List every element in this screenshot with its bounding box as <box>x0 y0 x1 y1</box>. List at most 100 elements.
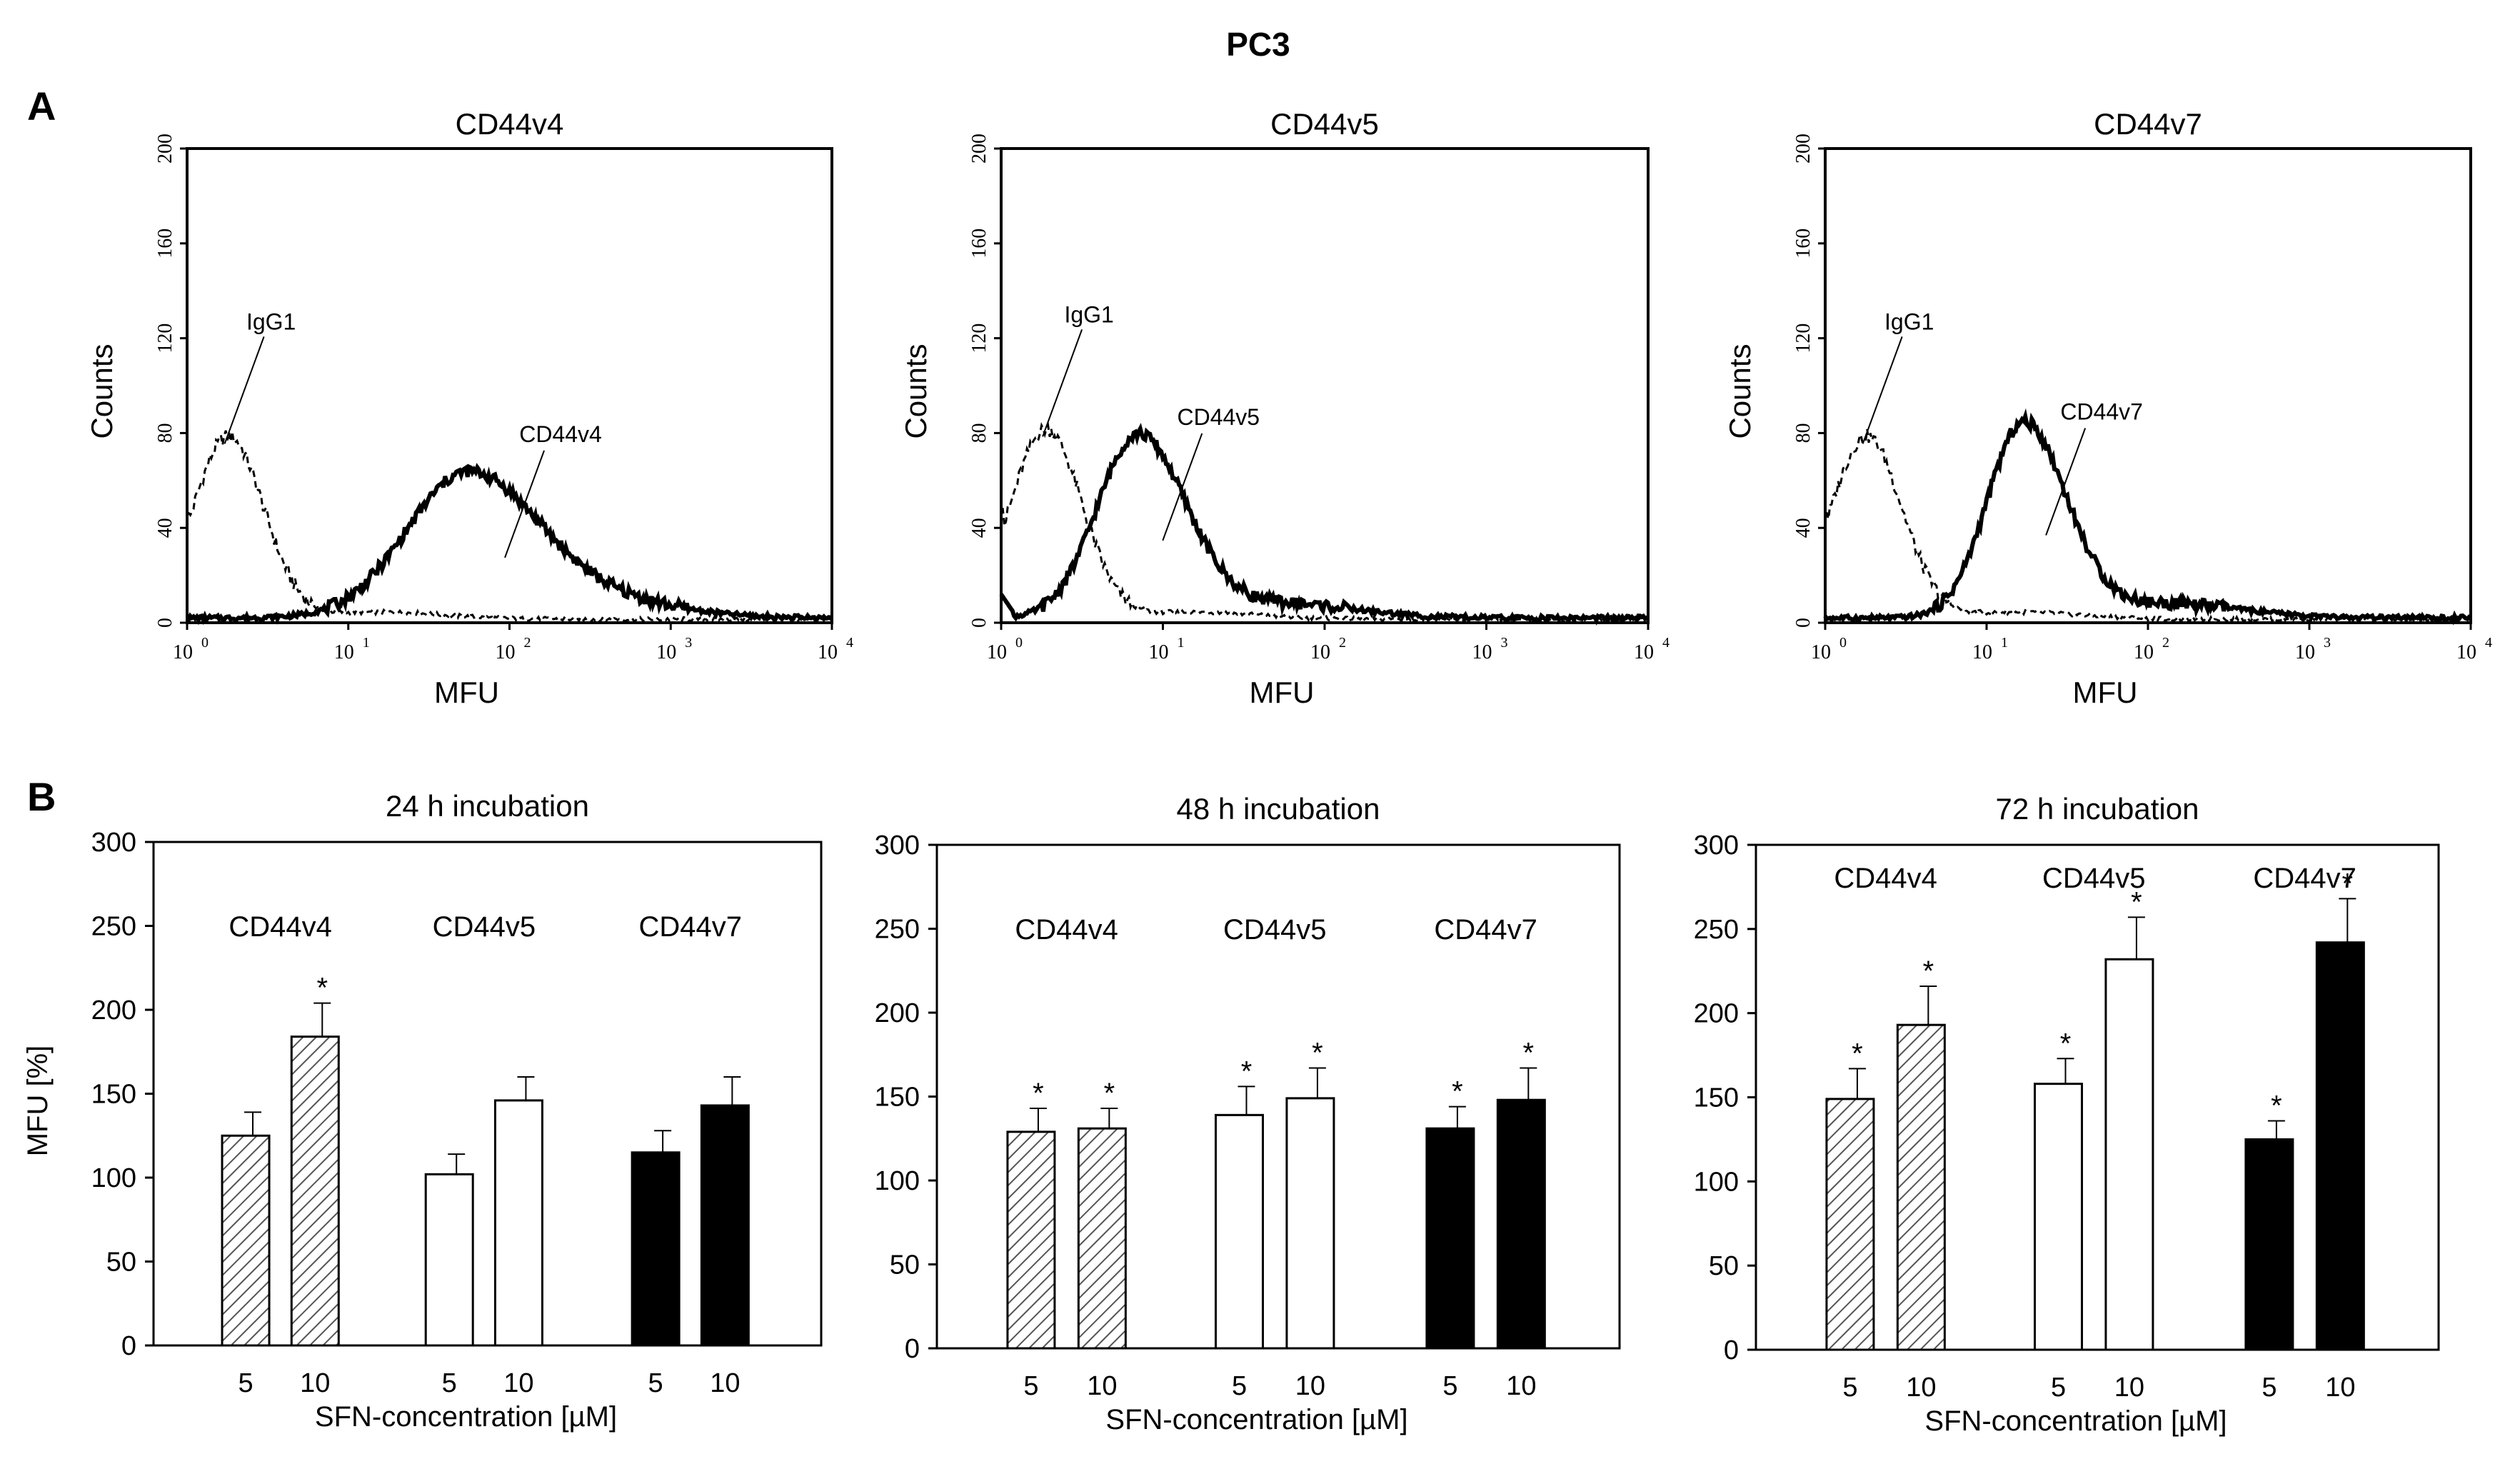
x-axis-label: SFN-concentration [µM] <box>315 1401 617 1433</box>
histogram-panel-cd44v4: CD44v4 0 40 80 120 160 200 10 0 10 1 10 2 10 3 10 4 MFU Co… <box>85 107 853 709</box>
marker-histogram-curve <box>1823 408 2472 626</box>
significance-star: * <box>316 973 328 1004</box>
isotype-label-leader <box>1042 329 1083 437</box>
histogram-panel-cd44v7: CD44v7 0 40 80 120 160 200 10 0 10 1 10 2 10 3 10 4 MFU Co… <box>1723 107 2492 709</box>
concentration-label: 10 <box>503 1368 533 1398</box>
significance-star: * <box>1033 1078 1044 1109</box>
y-axis-label: Counts <box>899 344 933 438</box>
y-tick-label: 0 <box>1792 618 1814 628</box>
significance-star: * <box>1923 956 1934 987</box>
x-tick-exponent: 0 <box>201 635 209 651</box>
bar-cd44v7-10 <box>1496 1098 1546 1350</box>
group-label-cd44v4: CD44v4 <box>1834 863 1937 894</box>
concentration-label: 5 <box>1442 1371 1457 1401</box>
y-tick-label: 200 <box>1694 999 1739 1029</box>
isotype-histogram-curve <box>1001 422 1650 624</box>
bar-cd44v4-10 <box>290 1036 340 1347</box>
group-label-cd44v7: CD44v7 <box>638 911 742 943</box>
x-tick-exponent: 1 <box>2001 635 2008 651</box>
x-tick-base: 10 <box>1310 641 1330 663</box>
bar-chart-2: 48 h incubation 0 50 100 150 200 250 300 SFN-con… <box>875 792 1621 1435</box>
bar-chart-1: 24 h incubation 0 50 100 150 200 250 300 MFU [%]… <box>22 789 823 1433</box>
x-tick-base: 10 <box>2456 641 2476 663</box>
y-tick-label: 80 <box>968 423 990 443</box>
y-tick-label: 120 <box>968 324 990 354</box>
x-tick-exponent: 1 <box>363 635 370 651</box>
y-tick-label: 100 <box>875 1166 920 1196</box>
x-tick-exponent: 3 <box>685 635 692 651</box>
bar-cd44v5-5 <box>424 1173 474 1347</box>
concentration-label: 10 <box>1087 1371 1117 1401</box>
x-tick-exponent: 4 <box>2485 635 2492 651</box>
y-tick-label: 160 <box>968 229 990 259</box>
histogram-title: CD44v4 <box>456 107 564 141</box>
concentration-label: 5 <box>1023 1371 1038 1401</box>
significance-star: * <box>2271 1090 2282 1121</box>
group-label-cd44v4: CD44v4 <box>229 911 332 943</box>
x-tick-base: 10 <box>1149 641 1169 663</box>
group-label-cd44v5: CD44v5 <box>2042 863 2146 894</box>
significance-star: * <box>1241 1056 1253 1087</box>
isotype-label: IgG1 <box>246 309 296 334</box>
x-tick-exponent: 2 <box>524 635 531 651</box>
y-tick-label: 40 <box>1792 518 1814 538</box>
y-tick-label: 50 <box>890 1250 920 1280</box>
bar-chart-title: 24 h incubation <box>386 789 589 823</box>
y-tick-label: 300 <box>875 831 920 861</box>
bar-cd44v4-10 <box>1896 1023 1946 1351</box>
bar-cd44v4-5 <box>1006 1130 1056 1350</box>
y-tick-label: 150 <box>875 1083 920 1113</box>
significance-star: * <box>2342 868 2354 899</box>
x-tick-base: 10 <box>656 641 676 663</box>
x-tick-base: 10 <box>173 641 193 663</box>
y-tick-label: 250 <box>875 915 920 945</box>
significance-star: * <box>1104 1078 1115 1109</box>
y-tick-label: 250 <box>1694 915 1739 945</box>
concentration-label: 10 <box>1506 1371 1536 1401</box>
bar-chart-title: 48 h incubation <box>1177 792 1380 826</box>
y-tick-label: 80 <box>1792 423 1814 443</box>
y-tick-label: 80 <box>154 423 176 443</box>
y-tick-label: 50 <box>1709 1251 1739 1281</box>
isotype-label: IgG1 <box>1884 309 1934 334</box>
y-tick-label: 0 <box>1724 1335 1739 1365</box>
histogram-title: CD44v7 <box>2094 107 2202 141</box>
group-label-cd44v5: CD44v5 <box>433 911 536 943</box>
bar-cd44v4-5 <box>1825 1098 1875 1351</box>
histogram-panel-cd44v5: CD44v5 0 40 80 120 160 200 10 0 10 1 10 2 10 3 10 4 MFU Co… <box>899 107 1670 709</box>
group-label-cd44v4: CD44v4 <box>1015 914 1118 946</box>
x-tick-exponent: 2 <box>2162 635 2169 651</box>
y-tick-label: 40 <box>154 518 176 538</box>
y-tick-label: 160 <box>154 229 176 259</box>
isotype-histogram-curve <box>187 430 833 623</box>
x-axis-label: SFN-concentration [µM] <box>1924 1405 2227 1437</box>
group-label-cd44v7: CD44v7 <box>1434 914 1537 946</box>
marker-label: CD44v4 <box>519 421 602 447</box>
y-tick-label: 100 <box>91 1163 136 1193</box>
y-tick-label: 120 <box>1792 324 1814 354</box>
x-tick-base: 10 <box>987 641 1007 663</box>
x-tick-exponent: 0 <box>1015 635 1023 651</box>
y-tick-label: 0 <box>154 618 176 628</box>
panel-b-letter: B <box>27 774 56 819</box>
y-tick-label: 0 <box>905 1334 920 1364</box>
y-tick-label: 150 <box>91 1080 136 1110</box>
concentration-label: 10 <box>300 1368 330 1398</box>
significance-star: * <box>1523 1038 1535 1069</box>
y-axis-label: Counts <box>85 344 119 438</box>
histogram-frame <box>1824 147 2472 624</box>
x-tick-base: 10 <box>334 641 354 663</box>
x-tick-exponent: 3 <box>1501 635 1508 651</box>
isotype-label-leader <box>224 336 265 444</box>
bar-cd44v5-5 <box>2034 1083 2084 1351</box>
y-tick-label: 300 <box>1694 831 1739 861</box>
concentration-label: 10 <box>1906 1373 1936 1403</box>
marker-label-leader <box>2045 428 2087 536</box>
panel-a-letter: A <box>27 84 56 129</box>
isotype-histogram-curve <box>1825 428 2472 624</box>
concentration-label: 10 <box>1295 1371 1325 1401</box>
marker-histogram-curve <box>999 423 1649 626</box>
bar-cd44v5-10 <box>1285 1097 1335 1350</box>
marker-label-leader <box>1162 433 1203 541</box>
